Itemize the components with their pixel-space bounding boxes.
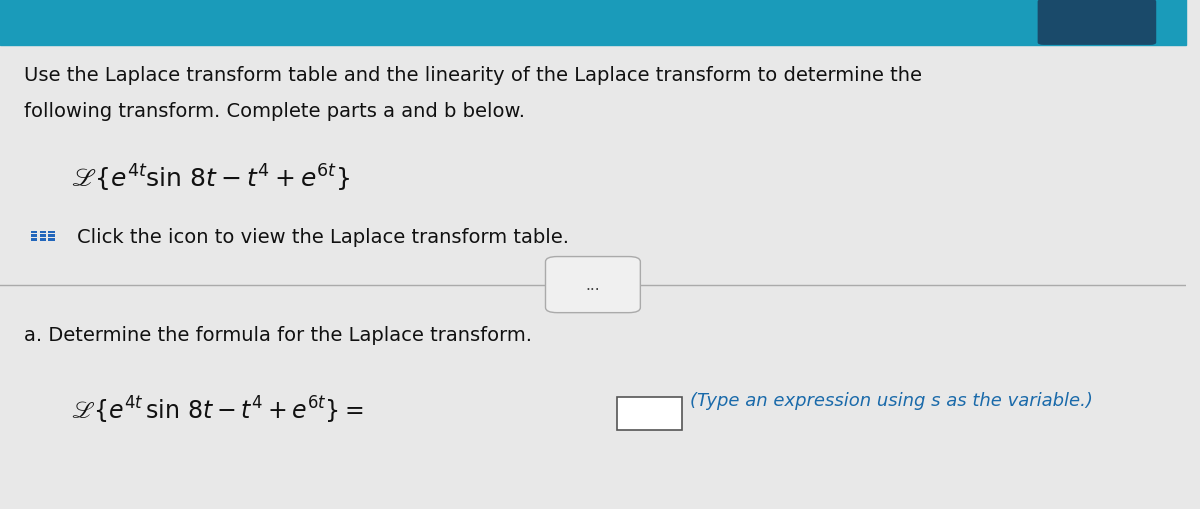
Text: a. Determine the formula for the Laplace transform.: a. Determine the formula for the Laplace… xyxy=(24,326,532,345)
Bar xyxy=(40,231,46,234)
Bar xyxy=(48,235,54,238)
Bar xyxy=(31,239,37,241)
Text: Use the Laplace transform table and the linearity of the Laplace transform to de: Use the Laplace transform table and the … xyxy=(24,66,922,85)
Bar xyxy=(0,0,1186,46)
Bar xyxy=(40,239,46,241)
Bar xyxy=(48,239,54,241)
Text: following transform. Complete parts a and b below.: following transform. Complete parts a an… xyxy=(24,102,524,121)
Bar xyxy=(40,235,46,238)
Text: $\mathscr{L}\{e^{4t}\mathbf{\sin}\,8t - t^4 + e^{6t}\}$: $\mathscr{L}\{e^{4t}\mathbf{\sin}\,8t - … xyxy=(71,163,350,194)
Bar xyxy=(617,397,682,430)
Text: (Type an expression using s as the variable.): (Type an expression using s as the varia… xyxy=(690,391,1093,409)
Text: ...: ... xyxy=(586,277,600,293)
FancyBboxPatch shape xyxy=(1038,0,1157,46)
FancyBboxPatch shape xyxy=(546,257,641,313)
Text: $\mathscr{L}\{e^{4t}\,\mathbf{\sin}\,8t - t^4 + e^{6t}\} = $: $\mathscr{L}\{e^{4t}\,\mathbf{\sin}\,8t … xyxy=(71,394,364,426)
Bar xyxy=(31,231,37,234)
Text: Click the icon to view the Laplace transform table.: Click the icon to view the Laplace trans… xyxy=(77,227,569,246)
Bar xyxy=(31,235,37,238)
Bar xyxy=(48,231,54,234)
